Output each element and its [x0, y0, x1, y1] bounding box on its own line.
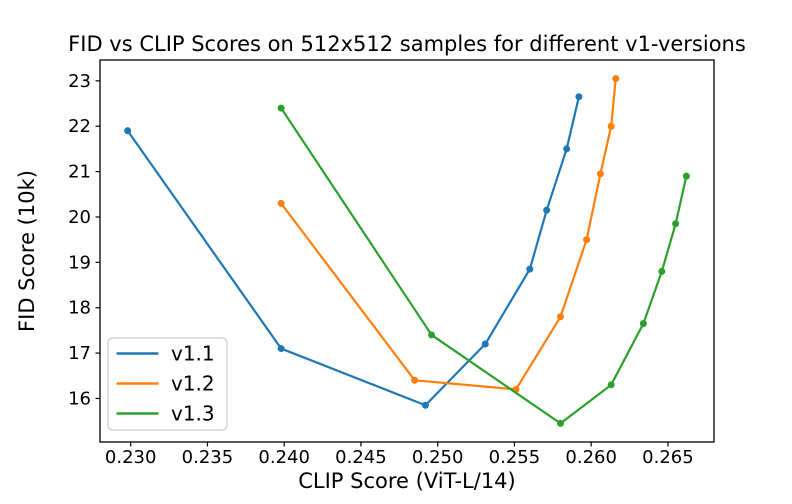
data-point-v1.3 [277, 104, 285, 112]
data-point-v1.1 [277, 345, 285, 353]
legend-label-v1.1: v1.1 [171, 342, 215, 366]
data-point-v1.2 [557, 313, 564, 321]
y-tick-label: 16 [68, 388, 91, 409]
data-point-v1.3 [672, 220, 680, 228]
legend: v1.1 v1.2 v1.3 [107, 337, 228, 431]
data-point-v1.1 [575, 93, 583, 101]
x-tick-label: 0.265 [642, 447, 694, 468]
y-tick-label: 20 [68, 207, 91, 228]
data-point-v1.1 [526, 265, 534, 273]
data-point-v1.1 [421, 401, 429, 409]
y-tick-label: 18 [68, 298, 91, 319]
data-point-v1.3 [557, 419, 564, 427]
data-point-v1.3 [682, 172, 690, 180]
plot-area [99, 59, 715, 443]
data-point-v1.2 [277, 199, 285, 207]
data-point-v1.2 [596, 170, 604, 178]
legend-label-v1.3: v1.3 [171, 402, 215, 426]
data-point-v1.3 [658, 267, 666, 275]
series-line-v1.1 [126, 96, 580, 407]
data-point-v1.2 [583, 236, 591, 244]
x-axis-ticks: 0.230 0.235 0.240 0.245 0.250 0.255 0.260 0.265 [105, 442, 694, 468]
x-tick-label: 0.235 [182, 447, 234, 468]
y-tick-label: 22 [68, 116, 91, 137]
x-tick-label: 0.245 [335, 447, 387, 468]
data-point-v1.3 [607, 381, 615, 389]
data-point-v1.1 [124, 127, 132, 135]
y-tick-label: 19 [68, 252, 91, 273]
series-line-v1.3 [280, 107, 688, 425]
x-tick-label: 0.250 [412, 447, 464, 468]
series-line-v1.2 [280, 78, 617, 391]
data-point-v1.2 [607, 122, 615, 130]
data-point-v1.3 [428, 331, 436, 339]
x-tick-label: 0.230 [105, 447, 157, 468]
data-point-v1.2 [411, 376, 419, 384]
data-point-v1.1 [563, 145, 571, 153]
x-axis-label: CLIP Score (ViT-L/14) [298, 469, 516, 493]
data-point-v1.1 [481, 340, 489, 348]
y-tick-label: 21 [68, 162, 91, 183]
chart-title: FID vs CLIP Scores on 512x512 samples fo… [68, 32, 746, 56]
y-tick-label: 17 [68, 343, 91, 364]
y-axis-ticks: 16 17 18 19 20 21 22 23 [68, 71, 100, 409]
data-point-v1.1 [543, 206, 551, 214]
y-tick-label: 23 [68, 71, 91, 92]
legend-label-v1.2: v1.2 [171, 372, 215, 396]
y-axis-label: FID Score (10k) [15, 170, 39, 332]
data-point-v1.2 [612, 75, 620, 83]
x-tick-label: 0.240 [258, 447, 310, 468]
x-tick-label: 0.260 [565, 447, 617, 468]
data-point-v1.3 [639, 320, 647, 328]
series-group [124, 75, 690, 427]
legend-box [107, 337, 228, 431]
x-tick-label: 0.255 [489, 447, 541, 468]
